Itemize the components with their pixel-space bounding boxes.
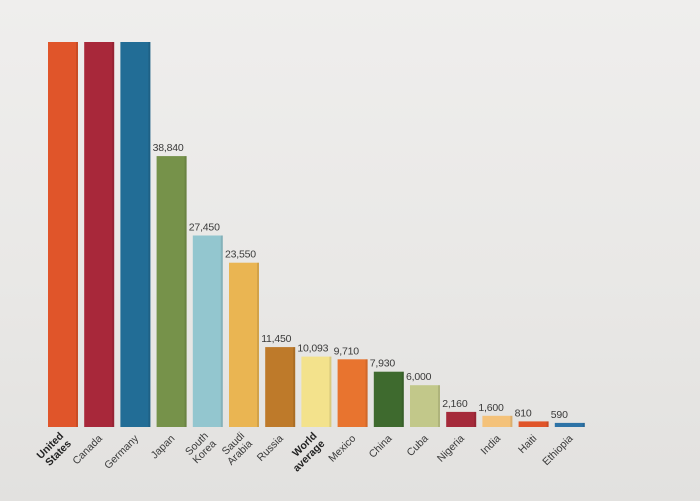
value-label-cuba: 6,000 [406, 371, 432, 383]
bar-edge-china [401, 371, 404, 427]
bar-edge-world-average [329, 356, 332, 427]
value-label-haiti: 810 [515, 407, 532, 419]
bar-edge-japan [184, 156, 187, 427]
bar-india [482, 415, 513, 427]
category-label-canada: Canada [70, 433, 105, 468]
bar-edge-germany [148, 42, 151, 427]
category-label-cuba: Cuba [404, 433, 430, 459]
category-label-india: India [479, 433, 504, 458]
bar-mexico [337, 359, 368, 427]
category-label-world-average: Worldaverage [283, 430, 327, 474]
bar-edge-canada [112, 42, 115, 427]
value-label-world-average: 10,093 [297, 343, 328, 355]
bar-edge-cuba [438, 385, 440, 427]
bar-edge-saudi-arabia [257, 262, 259, 427]
category-label-south-korea: SouthKorea [183, 430, 219, 466]
value-label-japan: 38,840 [153, 142, 184, 154]
bar-russia [265, 347, 296, 427]
bar-edge-mexico [365, 359, 368, 427]
bar-edge-south-korea [220, 235, 223, 427]
value-label-china: 7,930 [370, 358, 396, 370]
bar-world-average [301, 356, 332, 427]
value-label-mexico: 9,710 [334, 345, 360, 357]
bar-edge-india [510, 415, 513, 427]
bar-china [373, 371, 404, 427]
bar-nigeria [446, 411, 477, 427]
bar-united-states [48, 42, 78, 427]
category-label-ethiopia: Ethiopia [540, 433, 575, 468]
category-label-china: China [367, 433, 395, 461]
bar-japan [156, 156, 187, 427]
value-label-south-korea: 27,450 [189, 222, 220, 234]
value-label-nigeria: 2,160 [442, 398, 468, 410]
bar-cuba [410, 385, 440, 427]
category-label-united-states: UnitedStates [35, 430, 74, 469]
value-label-russia: 11,450 [261, 333, 291, 345]
bar-ethiopia [554, 422, 585, 427]
bar-haiti [518, 421, 549, 427]
category-label-germany: Germany [102, 432, 142, 472]
bar-edge-united-states [76, 42, 78, 427]
value-label-india: 1,600 [478, 402, 504, 414]
value-label-ethiopia: 590 [551, 409, 568, 421]
category-label-saudi-arabia: SaudiArabia [217, 430, 255, 468]
bars-layer [48, 42, 585, 427]
category-label-japan: Japan [149, 433, 178, 462]
bar-south-korea [192, 235, 223, 427]
bar-edge-haiti [546, 421, 549, 427]
value-labels-layer: 38,840 27,450 23,550 11,450 10,093 9,710 7,930… [153, 142, 569, 421]
bar-canada [84, 42, 115, 427]
category-label-haiti: Haiti [516, 433, 539, 456]
category-label-mexico: Mexico [326, 433, 358, 465]
value-label-saudi-arabia: 23,550 [225, 249, 256, 261]
bar-germany [120, 42, 151, 427]
bar-edge-nigeria [474, 411, 477, 427]
category-label-russia: Russia [255, 433, 286, 464]
category-label-nigeria: Nigeria [435, 433, 467, 465]
bar-saudi-arabia [229, 262, 259, 427]
bar-edge-ethiopia [582, 422, 585, 427]
bar-edge-russia [293, 347, 296, 427]
